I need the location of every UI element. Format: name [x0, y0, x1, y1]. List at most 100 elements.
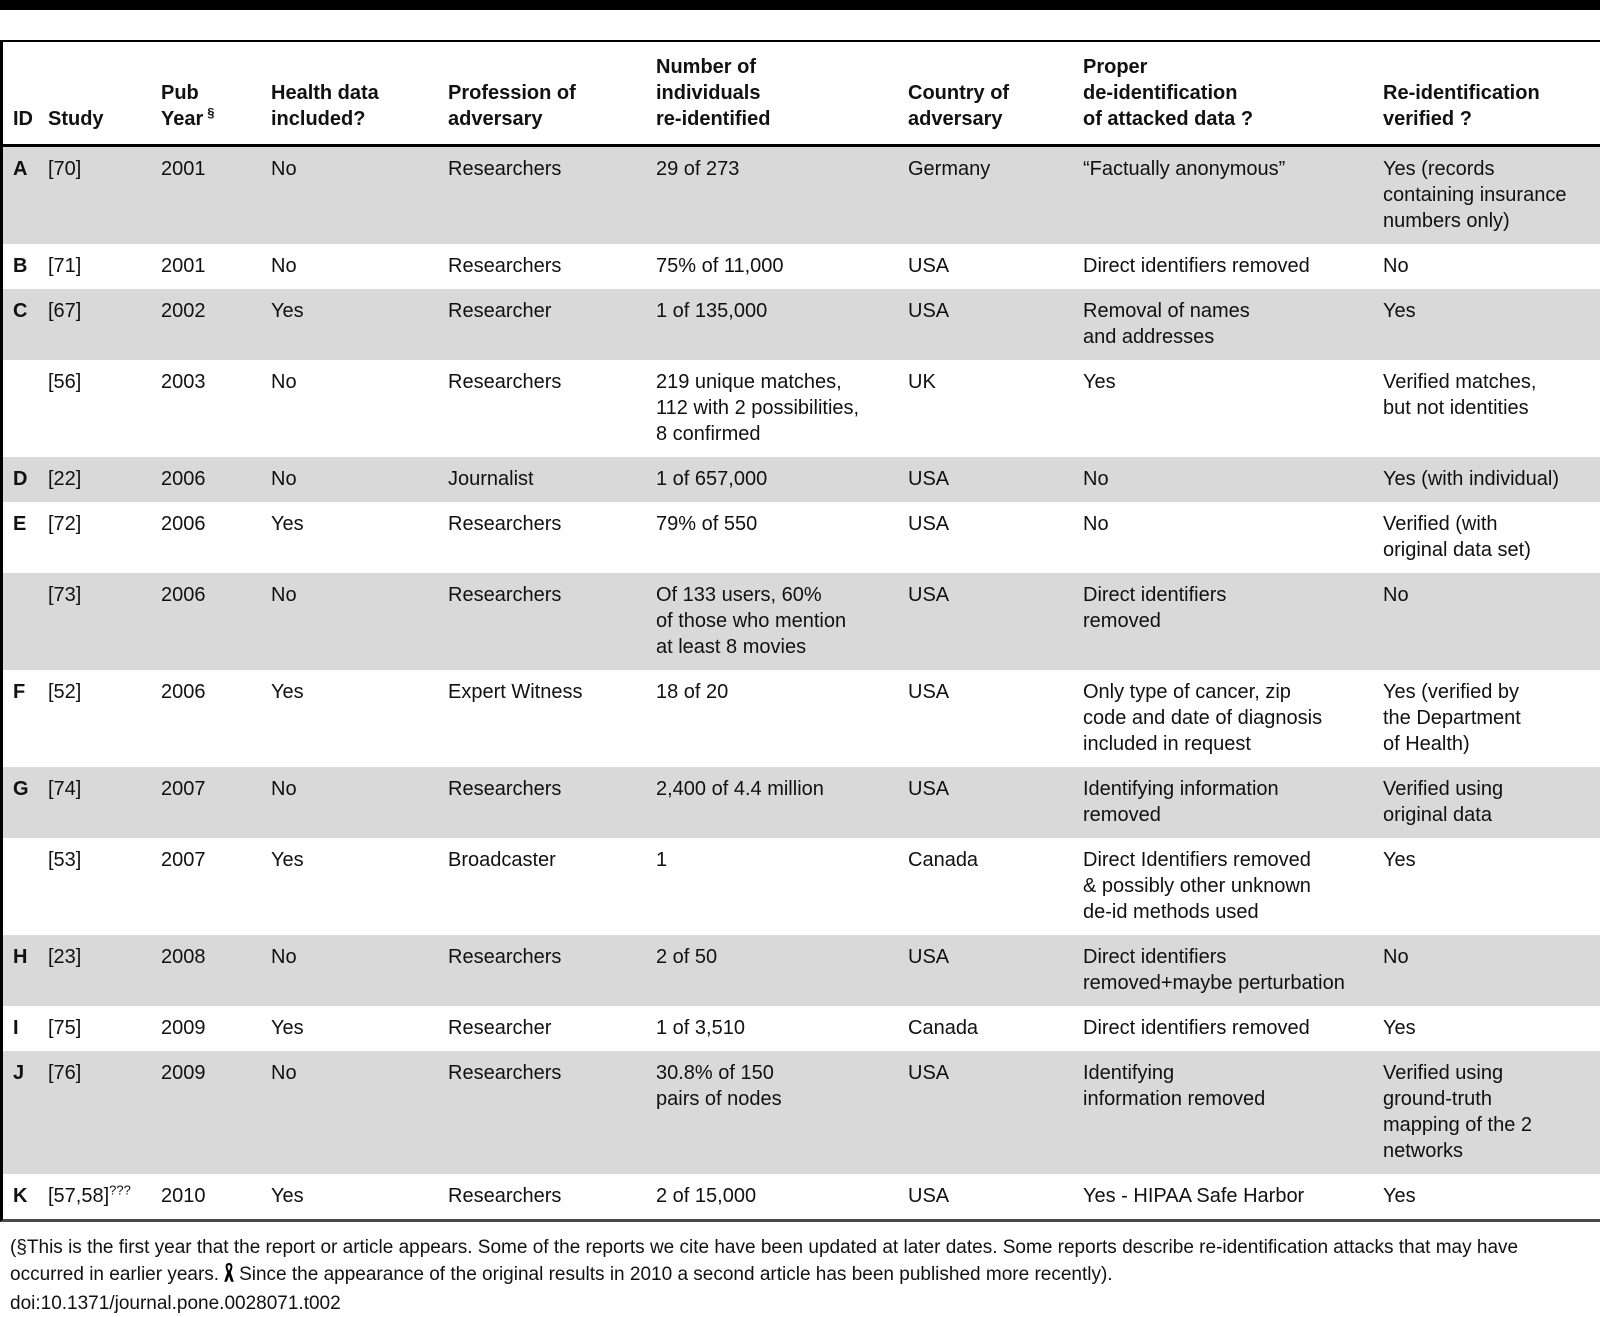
study-footnote-marker: ??? [109, 1182, 131, 1198]
cell-country: UK [908, 371, 936, 393]
cell-verified: Verified using ground-truth mapping of t… [1383, 1051, 1600, 1174]
cell-number: 219 unique matches, 112 with 2 possibili… [656, 371, 860, 445]
cell-profession: Researchers [448, 371, 562, 393]
table-row: [53] 2007 Yes Broadcaster 1 Canada Direct Iden… [3, 838, 1600, 935]
cell-deid: Direct identifiers removed+maybe perturb… [1083, 935, 1383, 1006]
cell-id: D [3, 457, 48, 502]
cell-country: Canada [908, 1017, 979, 1039]
cell-verified: Yes [1383, 289, 1600, 360]
cell-country: Germany [908, 145, 1083, 244]
top-rule-bar [0, 0, 1600, 10]
cell-id [3, 360, 48, 457]
cell-year: 2006 [161, 681, 206, 703]
cell-id: I [13, 1017, 19, 1039]
reidentification-studies-table-wrap: ID Study Pub Year § Health data included?… [0, 40, 1600, 1222]
cell-health: No [271, 573, 448, 670]
cell-verified: No [1383, 573, 1600, 670]
doi-line: doi:10.1371/journal.pone.0028071.t002 [10, 1293, 341, 1314]
table-row: A [70] 2001 No Researchers 29 of 273 Germany “F… [3, 145, 1600, 244]
cell-number: 2,400 of 4.4 million [656, 767, 908, 838]
cell-year: 2002 [161, 289, 271, 360]
cell-study: [22] [48, 457, 161, 502]
cell-year: 2006 [161, 513, 206, 535]
cell-number: 1 of 135,000 [656, 289, 908, 360]
cell-number: 75% of 11,000 [656, 255, 784, 277]
cell-study: [72] [48, 513, 82, 535]
cell-health: No [271, 935, 448, 1006]
cell-country: USA [908, 457, 1083, 502]
cell-verified: Yes [1383, 1017, 1416, 1039]
cell-country: USA [908, 1051, 1083, 1174]
cell-verified: No [1383, 935, 1600, 1006]
cell-health: Yes [271, 1017, 304, 1039]
cell-number: 1 of 657,000 [656, 457, 908, 502]
table-row: F [52] 2006 Yes Expert Witness 18 of 20 USA Onl… [3, 670, 1600, 767]
cell-study: [23] [48, 935, 161, 1006]
cell-study: [73] [48, 573, 161, 670]
cell-id [3, 838, 48, 935]
cell-deid: Direct Identifiers removed & possibly ot… [1083, 849, 1311, 923]
cell-id: F [13, 681, 26, 703]
col-header-country: Country of adversary [908, 42, 1083, 147]
cell-profession: Researchers [448, 1051, 656, 1174]
cell-deid: Yes [1083, 371, 1116, 393]
table-row: J [76] 2009 No Researchers 30.8% of 150 pairs… [3, 1051, 1600, 1174]
cell-health: Yes [271, 289, 448, 360]
col-header-pub-year: Pub Year § [161, 42, 271, 147]
cell-profession: Researchers [448, 935, 656, 1006]
cell-health: No [271, 371, 297, 393]
cell-id: G [3, 767, 48, 838]
cell-country: USA [908, 1185, 950, 1207]
cell-number: 1 [656, 849, 668, 871]
table-row: D [22] 2006 No Journalist 1 of 657,000 USA No Ye… [3, 457, 1600, 502]
cell-study: [53] [48, 849, 82, 871]
cell-verified: Yes (records containing insurance number… [1383, 145, 1600, 244]
cell-health: No [271, 457, 448, 502]
cell-country: Canada [908, 849, 979, 871]
cell-profession: Journalist [448, 457, 656, 502]
cell-number: 18 of 20 [656, 681, 729, 703]
cell-country: USA [908, 681, 950, 703]
cell-deid: No [1083, 513, 1109, 535]
cell-health: No [271, 145, 448, 244]
cell-verified: Verified using original data [1383, 767, 1600, 838]
header-row: ID Study Pub Year § Health data included?… [3, 42, 1600, 147]
col-header-verified: Re-identification verified ? [1383, 42, 1600, 147]
cell-health: Yes [271, 513, 304, 535]
table-row: [56] 2003 No Researchers 219 unique matches,… [3, 360, 1600, 457]
cell-number: 2 of 50 [656, 935, 908, 1006]
cell-profession: Expert Witness [448, 681, 583, 703]
cell-profession: Researchers [448, 513, 562, 535]
cell-study: [75] [48, 1017, 82, 1039]
cell-number: 2 of 15,000 [656, 1185, 757, 1207]
cell-verified: Yes [1383, 849, 1416, 871]
cell-year: 2010 [161, 1185, 206, 1207]
cell-id: E [13, 513, 27, 535]
cell-profession: Researchers [448, 255, 562, 277]
col-header-number-reidentified: Number of individuals re-identified [656, 42, 908, 147]
awareness-ribbon-icon [224, 1263, 234, 1282]
cell-country: USA [908, 573, 1083, 670]
cell-deid: Direct identifiers removed [1083, 573, 1383, 670]
header-gap [0, 10, 1600, 40]
cell-study: [71] [48, 255, 82, 277]
cell-number: 29 of 273 [656, 145, 908, 244]
cell-id: B [13, 255, 28, 277]
cell-id [3, 573, 48, 670]
footnote-text-before: (§This is the first year that the report… [10, 1237, 1519, 1285]
table-row: K [57,58]??? 2010 Yes Researchers 2 of 15,000… [3, 1174, 1600, 1219]
cell-id: A [3, 145, 48, 244]
cell-id: H [3, 935, 48, 1006]
cell-year: 2001 [161, 145, 271, 244]
cell-deid: Direct identifiers removed [1083, 255, 1310, 277]
table-row: [73] 2006 No Researchers Of 133 users, 60% o… [3, 573, 1600, 670]
cell-profession: Researchers [448, 145, 656, 244]
cell-year: 2003 [161, 371, 206, 393]
cell-health: Yes [271, 1185, 304, 1207]
table-row: B [71] 2001 No Researchers 75% of 11,000 USA Di… [3, 244, 1600, 289]
cell-health: No [271, 767, 448, 838]
cell-year: 2009 [161, 1017, 206, 1039]
col-header-deidentification: Proper de-identification of attacked dat… [1083, 42, 1383, 147]
cell-year: 2001 [161, 255, 206, 277]
cell-deid: No [1083, 457, 1383, 502]
